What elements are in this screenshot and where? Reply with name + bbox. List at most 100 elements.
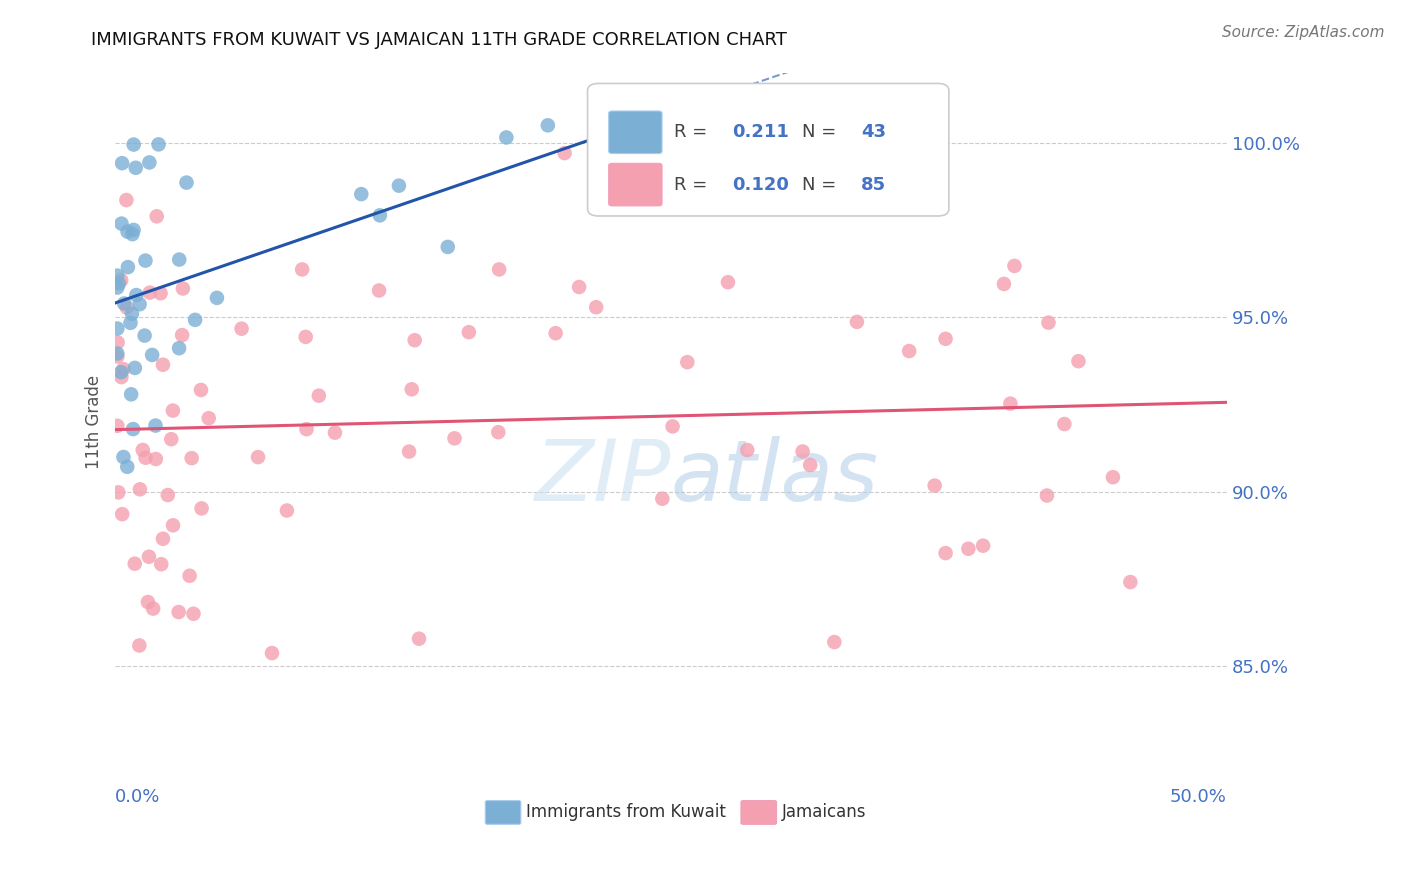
Point <box>179 568 201 582</box>
Point <box>323 425 346 440</box>
Text: R =: R = <box>675 123 713 141</box>
Point <box>138 155 160 169</box>
Point <box>122 137 145 152</box>
Point <box>124 557 146 571</box>
FancyBboxPatch shape <box>485 801 520 824</box>
Point <box>152 358 174 372</box>
Point <box>112 450 135 464</box>
Point <box>495 130 517 145</box>
Point <box>184 313 207 327</box>
FancyBboxPatch shape <box>741 801 776 824</box>
Point <box>544 326 567 341</box>
Point <box>898 344 921 359</box>
Point <box>134 253 156 268</box>
Text: atlas: atlas <box>671 436 879 519</box>
Text: 0.211: 0.211 <box>733 123 789 141</box>
Point <box>661 419 683 434</box>
Point <box>935 546 957 560</box>
Point <box>110 217 132 231</box>
Text: Immigrants from Kuwait: Immigrants from Kuwait <box>526 804 727 822</box>
Point <box>128 297 150 311</box>
Point <box>107 485 129 500</box>
Point <box>401 382 423 396</box>
Point <box>308 389 330 403</box>
Point <box>247 450 270 464</box>
Point <box>138 549 160 564</box>
Point <box>172 281 194 295</box>
Point <box>150 558 173 572</box>
Text: IMMIGRANTS FROM KUWAIT VS JAMAICAN 11TH GRADE CORRELATION CHART: IMMIGRANTS FROM KUWAIT VS JAMAICAN 11TH … <box>91 31 787 49</box>
Point <box>735 443 758 458</box>
Point <box>117 260 139 274</box>
Point <box>197 411 219 425</box>
Point <box>145 418 167 433</box>
Point <box>993 277 1015 291</box>
Point <box>276 503 298 517</box>
Point <box>135 450 157 465</box>
Point <box>112 362 135 376</box>
Point <box>121 227 143 242</box>
FancyBboxPatch shape <box>609 111 662 153</box>
Y-axis label: 11th Grade: 11th Grade <box>86 375 103 469</box>
Point <box>115 301 138 315</box>
Point <box>957 541 980 556</box>
Point <box>1102 470 1125 484</box>
Point <box>823 635 845 649</box>
Point <box>134 328 156 343</box>
Point <box>128 639 150 653</box>
Text: ZIP: ZIP <box>534 436 671 519</box>
Point <box>554 146 576 161</box>
Point <box>972 539 994 553</box>
Point <box>120 387 142 401</box>
Point <box>799 458 821 472</box>
Point <box>121 307 143 321</box>
Point <box>145 452 167 467</box>
Point <box>110 370 132 384</box>
Point <box>568 280 591 294</box>
Point <box>136 595 159 609</box>
Point <box>845 315 868 329</box>
Point <box>117 225 139 239</box>
Point <box>792 444 814 458</box>
Point <box>129 483 152 497</box>
FancyBboxPatch shape <box>609 163 662 206</box>
Point <box>231 322 253 336</box>
Point <box>647 181 669 195</box>
Point <box>1053 417 1076 431</box>
Point <box>1119 575 1142 590</box>
Point <box>142 601 165 615</box>
Point <box>172 328 194 343</box>
Point <box>122 422 145 436</box>
Point <box>408 632 430 646</box>
Point <box>105 321 128 335</box>
Point <box>110 365 132 379</box>
Point <box>1038 316 1060 330</box>
Point <box>295 422 318 436</box>
Text: N =: N = <box>801 176 842 194</box>
Point <box>205 291 228 305</box>
Point <box>368 208 391 222</box>
Point <box>486 425 509 440</box>
Point <box>148 137 170 152</box>
Point <box>167 605 190 619</box>
Point <box>350 187 373 202</box>
Point <box>112 296 135 310</box>
Point <box>105 268 128 283</box>
Point <box>436 240 458 254</box>
Point <box>141 348 163 362</box>
Point <box>180 451 202 466</box>
Point <box>398 444 420 458</box>
Point <box>190 383 212 397</box>
Point <box>110 273 132 287</box>
Text: 85: 85 <box>860 176 886 194</box>
Point <box>717 275 740 289</box>
Text: Jamaicans: Jamaicans <box>782 804 866 822</box>
Text: 43: 43 <box>860 123 886 141</box>
Point <box>167 341 190 355</box>
Point <box>183 607 205 621</box>
Text: 0.0%: 0.0% <box>115 788 160 806</box>
Point <box>190 501 212 516</box>
Point <box>368 284 391 298</box>
Text: R =: R = <box>675 176 713 194</box>
Point <box>676 355 699 369</box>
